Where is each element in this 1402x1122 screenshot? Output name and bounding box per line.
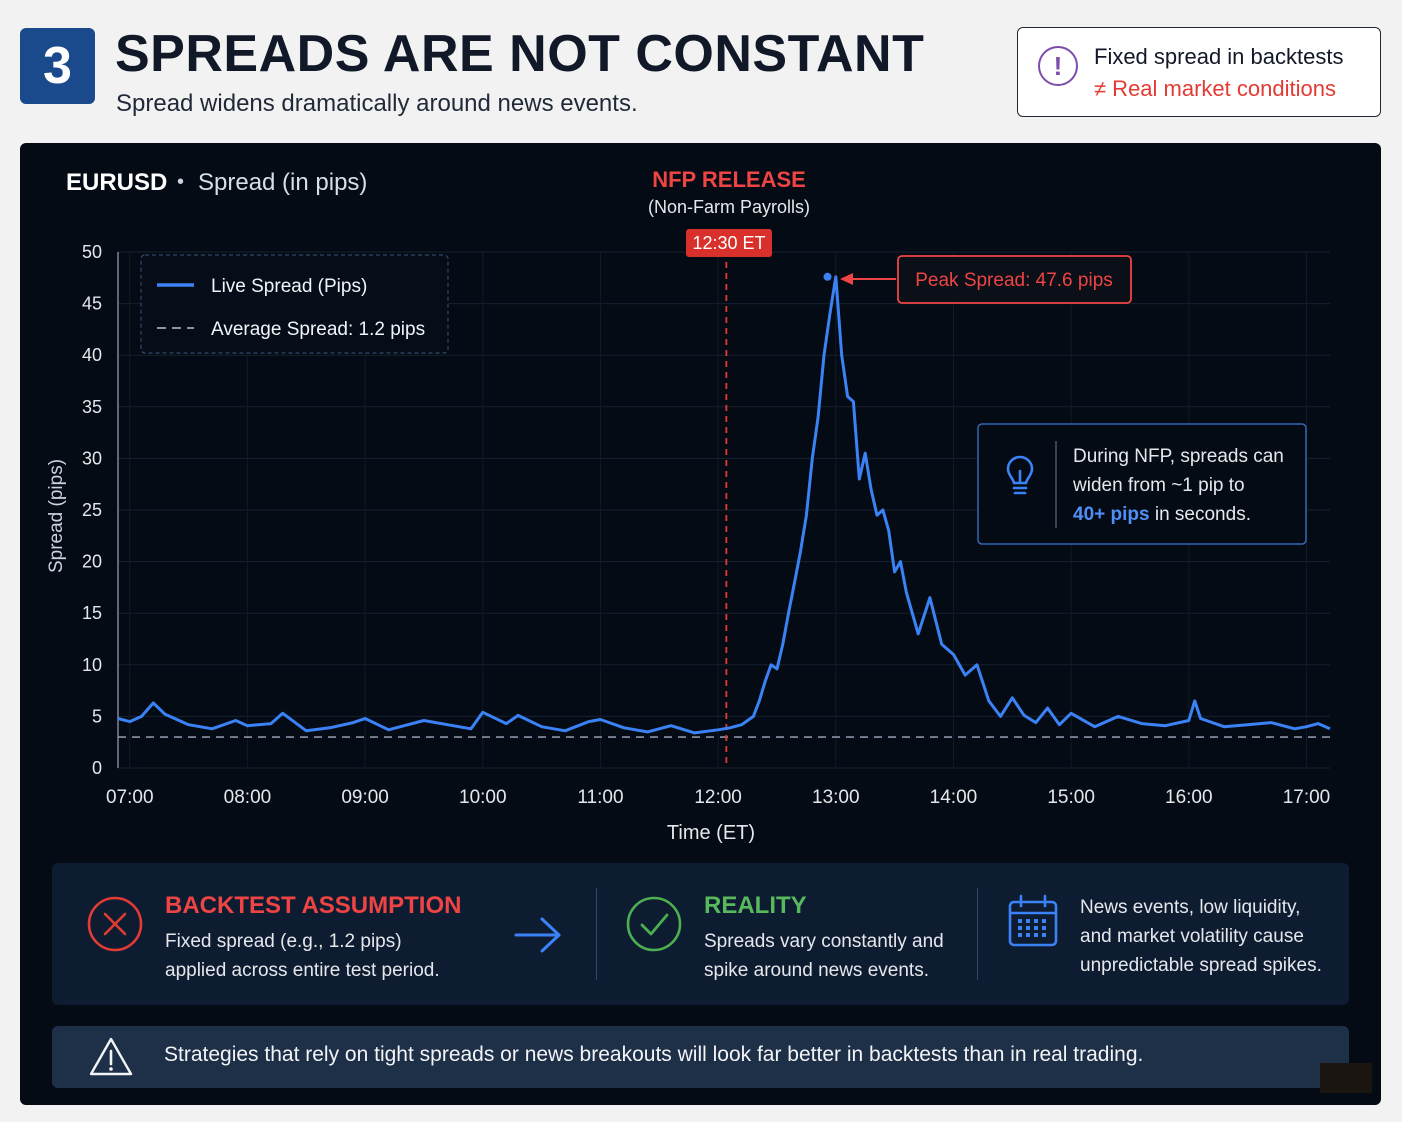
backtest-assumption-line-2: applied across entire test period. <box>165 960 440 981</box>
arrow-right-icon <box>514 917 561 953</box>
insight-callout-box <box>977 423 1307 545</box>
chart-title: EURUSD <box>66 169 167 196</box>
cause-line-1: News events, low liquidity, <box>1080 897 1301 918</box>
live-spread-line <box>117 275 1331 735</box>
x-tick-label: 07:00 <box>106 787 154 808</box>
reality-line-1: Spreads vary constantly and <box>704 931 944 952</box>
warning-line-2: ≠ Real market conditions <box>1094 76 1336 101</box>
spread-chart: EURUSD • Spread (in pips) NFP RELEASE (N… <box>46 167 1331 844</box>
reality-line-2: spike around news events. <box>704 960 929 981</box>
grid-layer <box>118 251 1330 769</box>
x-tick-label: 09:00 <box>341 787 389 808</box>
y-tick-label: 35 <box>82 397 102 417</box>
x-tick-label: 16:00 <box>1165 787 1213 808</box>
event-title: NFP RELEASE <box>652 167 806 192</box>
comparison-card: BACKTEST ASSUMPTION Fixed spread (e.g., … <box>52 863 1349 1005</box>
chart-title-separator: • <box>177 171 184 193</box>
exclamation-circle-icon: ! <box>1038 46 1078 86</box>
x-axis-label: Time (ET) <box>667 822 755 844</box>
page-subtitle: Spread widens dramatically around news e… <box>116 90 638 117</box>
section-number-badge: 3 <box>20 28 95 104</box>
x-tick-label: 08:00 <box>224 787 272 808</box>
backtest-assumption-line-1: Fixed spread (e.g., 1.2 pips) <box>165 931 402 952</box>
peak-callout-label: Peak Spread: 47.6 pips <box>915 270 1113 291</box>
chart-legend <box>140 254 449 354</box>
reality-title: REALITY <box>704 892 807 919</box>
event-time-badge: 12:30 ET <box>686 229 772 257</box>
backtest-warning-box: ! Fixed spread in backtests ≠ Real marke… <box>1017 27 1381 117</box>
x-tick-label: 15:00 <box>1047 787 1095 808</box>
x-tick-label: 14:00 <box>930 787 978 808</box>
y-tick-label: 15 <box>82 603 102 623</box>
legend-average-label: Average Spread: 1.2 pips <box>211 319 425 340</box>
insight-line-1: During NFP, spreads can <box>1073 446 1284 467</box>
insight-rest: in seconds. <box>1150 504 1251 525</box>
y-tick-label: 20 <box>82 552 102 572</box>
x-tick-label: 11:00 <box>577 787 623 808</box>
x-tick-labels: 07:00 08:00 09:00 10:00 11:00 12:00 13:00 14:00… <box>106 787 1330 808</box>
cause-line-3: unpredictable spread spikes. <box>1080 955 1322 976</box>
event-time-label: 12:30 ET <box>692 233 765 253</box>
x-tick-label: 12:00 <box>694 787 742 808</box>
x-tick-label: 17:00 <box>1283 787 1331 808</box>
peak-callout-box <box>897 255 1132 304</box>
legend-live-label: Live Spread (Pips) <box>211 276 367 297</box>
peak-marker <box>823 272 832 281</box>
y-tick-label: 45 <box>82 294 102 314</box>
backtest-assumption-title: BACKTEST ASSUMPTION <box>165 892 462 919</box>
y-tick-label: 10 <box>82 655 102 675</box>
y-tick-label: 25 <box>82 500 102 520</box>
insight-line-3: 40+ pips in seconds. <box>1073 504 1251 525</box>
page-title: SPREADS ARE NOT CONSTANT <box>115 25 925 83</box>
warning-line-1: Fixed spread in backtests <box>1094 44 1344 69</box>
footer-text: Strategies that rely on tight spreads or… <box>164 1043 1144 1066</box>
y-tick-labels: 0 5 10 15 20 25 30 35 40 45 50 <box>82 242 102 778</box>
y-tick-label: 50 <box>82 242 102 262</box>
insight-highlight: 40+ pips <box>1073 504 1150 525</box>
y-tick-label: 5 <box>92 706 102 726</box>
comparison-divider-1 <box>596 888 597 980</box>
y-tick-label: 40 <box>82 345 102 365</box>
cause-line-2: and market volatility cause <box>1080 926 1304 947</box>
x-circle-icon <box>87 896 143 952</box>
chart-subtitle: Spread (in pips) <box>198 169 367 196</box>
corner-logo <box>1320 1063 1372 1093</box>
y-axis-label: Spread (pips) <box>46 459 67 573</box>
footer-warning-bar: Strategies that rely on tight spreads or… <box>52 1026 1349 1088</box>
lightbulb-icon <box>1006 455 1034 495</box>
calendar-icon <box>1008 894 1058 947</box>
insight-line-2: widen from ~1 pip to <box>1072 475 1245 496</box>
y-tick-label: 0 <box>92 758 102 778</box>
x-tick-label: 13:00 <box>812 787 860 808</box>
event-subtitle: (Non-Farm Payrolls) <box>648 197 810 217</box>
y-tick-label: 30 <box>82 448 102 468</box>
peak-arrow-head-icon <box>840 273 853 285</box>
comparison-divider-2 <box>977 888 978 980</box>
x-tick-label: 10:00 <box>459 787 507 808</box>
warning-triangle-icon <box>89 1037 133 1076</box>
chart-panel: EURUSD • Spread (in pips) NFP RELEASE (N… <box>20 143 1381 1105</box>
check-circle-icon <box>626 896 682 952</box>
